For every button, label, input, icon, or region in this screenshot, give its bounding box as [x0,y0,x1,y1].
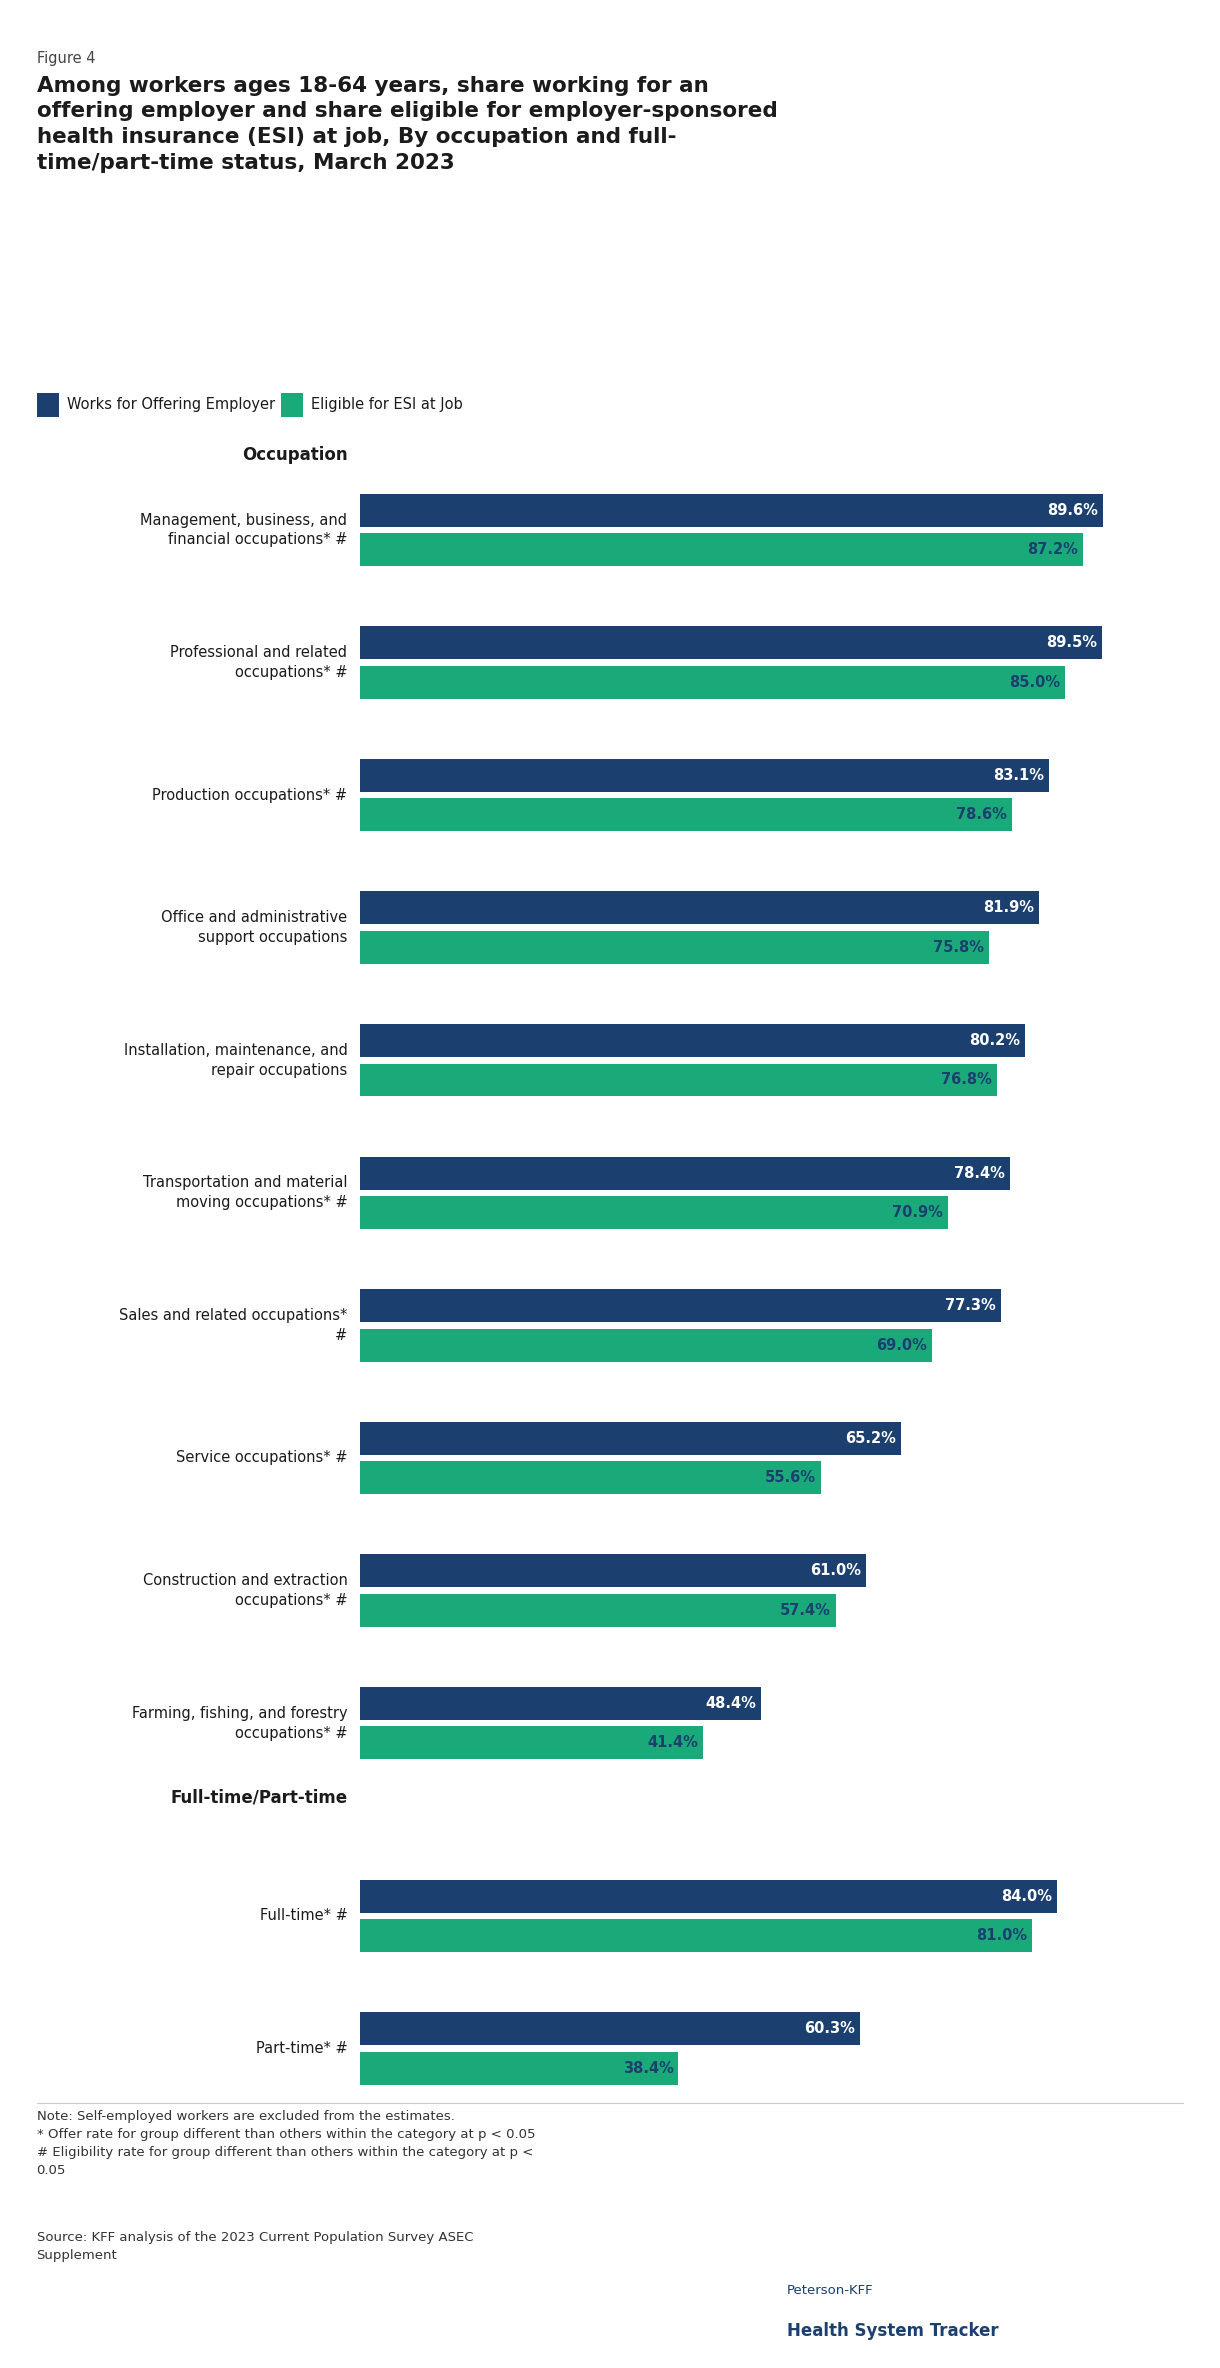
Text: Sales and related occupations*
#: Sales and related occupations* # [120,1307,348,1343]
Text: Health System Tracker: Health System Tracker [787,2321,998,2340]
Bar [360,931,988,964]
Text: 80.2%: 80.2% [969,1032,1020,1049]
Text: Management, business, and
financial occupations* #: Management, business, and financial occu… [140,511,348,547]
Text: Peterson-KFF: Peterson-KFF [787,2285,874,2297]
Bar [360,1023,1025,1056]
Text: Construction and extraction
occupations* #: Construction and extraction occupations*… [143,1572,348,1608]
Text: 76.8%: 76.8% [941,1073,992,1087]
Text: Installation, maintenance, and
repair occupations: Installation, maintenance, and repair oc… [123,1042,348,1077]
Text: Service occupations* #: Service occupations* # [176,1452,348,1466]
Bar [360,798,1011,831]
Text: Professional and related
occupations* #: Professional and related occupations* # [171,644,348,680]
Text: 55.6%: 55.6% [765,1471,816,1485]
Text: Full-time/Part-time: Full-time/Part-time [171,1788,348,1807]
Text: 81.9%: 81.9% [983,900,1035,916]
Text: Farming, fishing, and forestry
occupations* #: Farming, fishing, and forestry occupatio… [132,1705,348,1740]
Bar [360,1594,836,1627]
Text: 81.0%: 81.0% [976,1928,1027,1944]
Text: 48.4%: 48.4% [705,1695,756,1712]
Text: Full-time* #: Full-time* # [260,1909,348,1923]
Bar [360,625,1103,658]
Bar [360,1461,821,1494]
Text: 89.6%: 89.6% [1047,502,1098,519]
Text: 85.0%: 85.0% [1009,675,1060,689]
Bar [360,1920,1032,1951]
Bar [360,1726,704,1759]
Text: 61.0%: 61.0% [810,1563,861,1579]
Text: Office and administrative
support occupations: Office and administrative support occupa… [161,909,348,945]
Text: 69.0%: 69.0% [876,1338,927,1352]
Text: 89.5%: 89.5% [1047,635,1098,651]
Text: 57.4%: 57.4% [781,1603,831,1617]
Text: 83.1%: 83.1% [993,767,1044,784]
Text: Works for Offering Employer: Works for Offering Employer [67,398,276,412]
Text: 78.6%: 78.6% [956,807,1006,822]
Bar [360,1196,948,1229]
Text: 65.2%: 65.2% [845,1430,895,1447]
Bar [360,890,1039,924]
Text: 77.3%: 77.3% [946,1298,997,1314]
Bar [360,758,1049,791]
Bar [360,1156,1010,1189]
Bar [360,1880,1057,1913]
Text: 70.9%: 70.9% [892,1205,943,1220]
Bar [360,665,1065,699]
Bar [360,533,1083,566]
Text: 78.4%: 78.4% [954,1165,1005,1182]
Text: Note: Self-employed workers are excluded from the estimates.
* Offer rate for gr: Note: Self-employed workers are excluded… [37,2110,536,2176]
Text: 75.8%: 75.8% [933,940,983,954]
Text: Occupation: Occupation [242,445,348,464]
Bar [360,1553,866,1587]
Text: 84.0%: 84.0% [1000,1890,1052,1904]
Bar [360,1288,1002,1321]
Text: Source: KFF analysis of the 2023 Current Population Survey ASEC
Supplement: Source: KFF analysis of the 2023 Current… [37,2231,473,2261]
Bar [360,1328,932,1362]
Text: Figure 4: Figure 4 [37,50,95,66]
Text: Transportation and material
moving occupations* #: Transportation and material moving occup… [143,1175,348,1210]
Bar [360,1421,900,1454]
Text: Eligible for ESI at Job: Eligible for ESI at Job [311,398,462,412]
Text: 41.4%: 41.4% [648,1736,698,1750]
Text: Part-time* #: Part-time* # [256,2041,348,2055]
Text: 38.4%: 38.4% [622,2060,673,2077]
Text: Production occupations* #: Production occupations* # [152,789,348,803]
Text: Among workers ages 18-64 years, share working for an
offering employer and share: Among workers ages 18-64 years, share wo… [37,76,777,173]
Text: 60.3%: 60.3% [804,2022,855,2036]
Bar [360,2051,678,2084]
Bar [360,2013,860,2046]
Bar [360,1063,997,1096]
Bar [360,1686,761,1719]
Text: 87.2%: 87.2% [1027,542,1078,556]
Bar [360,495,1103,526]
